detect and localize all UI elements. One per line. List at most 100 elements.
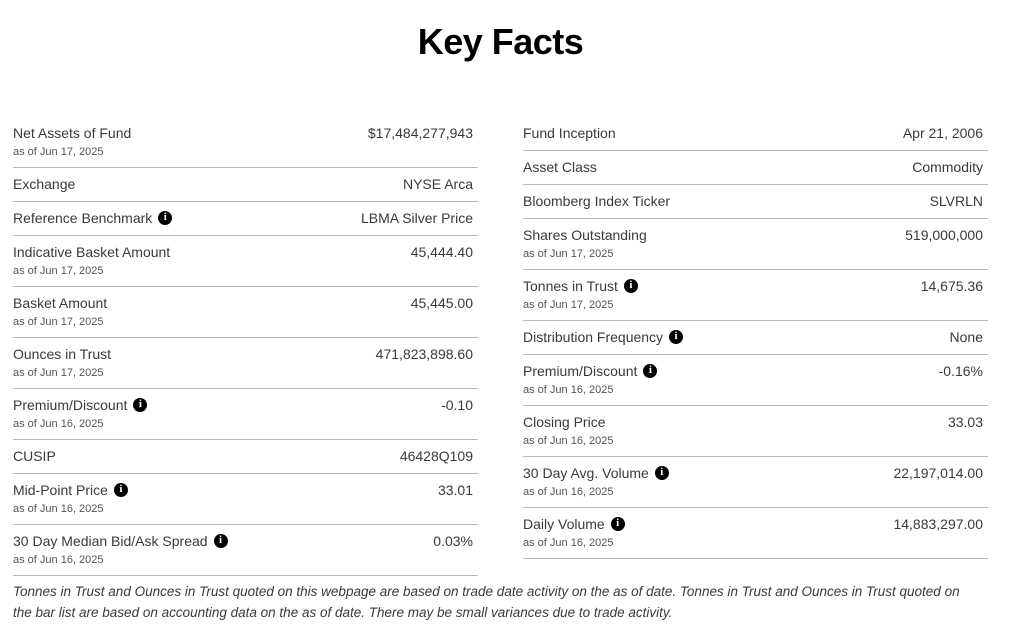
- fact-value: 0.03%: [433, 533, 473, 549]
- fact-label-text: Basket Amount: [13, 295, 108, 311]
- fact-label: Premium/Discount i: [523, 362, 658, 380]
- fact-as-of-date: as of Jun 17, 2025: [523, 248, 614, 260]
- fact-row: Mid-Point Price i as of Jun 16, 2025 33.…: [13, 474, 478, 525]
- fact-label-text: Asset Class: [523, 159, 597, 175]
- fact-label: CUSIP: [13, 447, 56, 465]
- fact-label-text: Tonnes in Trust: [523, 278, 618, 294]
- fact-label-text: Mid-Point Price: [13, 482, 108, 498]
- fact-label: Fund Inception: [523, 124, 616, 142]
- fact-row: 30 Day Avg. Volume i as of Jun 16, 2025 …: [523, 457, 988, 508]
- fact-main: Premium/Discount i as of Jun 16, 2025: [523, 362, 658, 397]
- fact-row: Daily Volume i as of Jun 16, 2025 14,883…: [523, 508, 988, 559]
- fact-row: Exchange NYSE Arca: [13, 168, 478, 202]
- info-icon[interactable]: i: [623, 279, 638, 293]
- fact-value: 33.01: [437, 482, 473, 498]
- fact-main: Asset Class: [523, 158, 597, 176]
- fact-as-of-date: as of Jun 16, 2025: [523, 537, 614, 549]
- info-icon[interactable]: i: [643, 364, 658, 378]
- fact-label: Net Assets of Fund: [13, 124, 131, 142]
- fact-main: CUSIP: [13, 447, 56, 465]
- fact-main: Tonnes in Trust i as of Jun 17, 2025: [523, 277, 638, 312]
- info-icon[interactable]: i: [213, 534, 228, 548]
- fact-as-of-date: as of Jun 16, 2025: [523, 435, 614, 447]
- fact-row: Basket Amount as of Jun 17, 2025 45,445.…: [13, 287, 478, 338]
- fact-label-text: Premium/Discount: [13, 397, 128, 413]
- fact-label: Shares Outstanding: [523, 226, 647, 244]
- fact-as-of-date: as of Jun 16, 2025: [523, 486, 614, 498]
- fact-main: Reference Benchmark i: [13, 209, 173, 227]
- fact-row: Ounces in Trust as of Jun 17, 2025 471,8…: [13, 338, 478, 389]
- fact-label: Daily Volume i: [523, 515, 625, 533]
- fact-label: Closing Price: [523, 413, 614, 431]
- fact-main: Basket Amount as of Jun 17, 2025: [13, 294, 107, 329]
- fact-label: Distribution Frequency i: [523, 328, 684, 346]
- info-icon[interactable]: i: [158, 211, 173, 225]
- fact-label: Asset Class: [523, 158, 597, 176]
- fact-label-text: Ounces in Trust: [13, 346, 112, 362]
- fact-as-of-date: as of Jun 16, 2025: [523, 384, 614, 396]
- info-icon[interactable]: i: [654, 466, 669, 480]
- fact-label-text: 30 Day Median Bid/Ask Spread: [13, 533, 208, 549]
- fact-label-text: Shares Outstanding: [523, 227, 647, 243]
- info-icon[interactable]: i: [669, 330, 684, 344]
- fact-main: Exchange: [13, 175, 75, 193]
- fact-row: Reference Benchmark i LBMA Silver Price: [13, 202, 478, 236]
- fact-label: Bloomberg Index Ticker: [523, 192, 670, 210]
- fact-row: Tonnes in Trust i as of Jun 17, 2025 14,…: [523, 270, 988, 321]
- fact-row: Premium/Discount i as of Jun 16, 2025 -0…: [13, 389, 478, 440]
- fact-value: 46428Q109: [399, 448, 473, 464]
- fact-label-text: Premium/Discount: [523, 363, 638, 379]
- fact-as-of-date: as of Jun 16, 2025: [13, 554, 104, 566]
- fact-main: Daily Volume i as of Jun 16, 2025: [523, 515, 625, 550]
- fact-label: Reference Benchmark i: [13, 209, 173, 227]
- fact-label: 30 Day Avg. Volume i: [523, 464, 669, 482]
- fact-label-text: Indicative Basket Amount: [13, 244, 171, 260]
- fact-as-of-date: as of Jun 16, 2025: [13, 503, 104, 515]
- fact-label-text: Distribution Frequency: [523, 329, 664, 345]
- facts-column-right: Fund Inception Apr 21, 2006 Asset Class …: [523, 117, 988, 559]
- info-icon[interactable]: i: [113, 483, 128, 497]
- fact-label-text: Bloomberg Index Ticker: [523, 193, 671, 209]
- fact-main: Shares Outstanding as of Jun 17, 2025: [523, 226, 647, 261]
- fact-label: Indicative Basket Amount: [13, 243, 170, 261]
- fact-row: Distribution Frequency i None: [523, 321, 988, 355]
- fact-row: Asset Class Commodity: [523, 151, 988, 185]
- facts-column-left: Net Assets of Fund as of Jun 17, 2025 $1…: [13, 117, 478, 576]
- fact-as-of-date: as of Jun 16, 2025: [13, 418, 104, 430]
- fact-label: Exchange: [13, 175, 75, 193]
- fact-label: Mid-Point Price i: [13, 481, 128, 499]
- fact-as-of-date: as of Jun 17, 2025: [13, 316, 104, 328]
- fact-row: Closing Price as of Jun 16, 2025 33.03: [523, 406, 988, 457]
- fact-row: Shares Outstanding as of Jun 17, 2025 51…: [523, 219, 988, 270]
- fact-label-text: CUSIP: [13, 448, 56, 464]
- fact-value: 45,444.40: [410, 244, 473, 260]
- fact-value: Commodity: [912, 159, 983, 175]
- facts-columns: Net Assets of Fund as of Jun 17, 2025 $1…: [13, 117, 988, 576]
- info-icon[interactable]: i: [133, 398, 148, 412]
- fact-row: Premium/Discount i as of Jun 16, 2025 -0…: [523, 355, 988, 406]
- fact-row: Net Assets of Fund as of Jun 17, 2025 $1…: [13, 117, 478, 168]
- fact-main: Net Assets of Fund as of Jun 17, 2025: [13, 124, 131, 159]
- fact-row: 30 Day Median Bid/Ask Spread i as of Jun…: [13, 525, 478, 576]
- fact-value: -0.10: [441, 397, 473, 413]
- fact-label-text: Net Assets of Fund: [13, 125, 132, 141]
- fact-value: 14,883,297.00: [893, 516, 983, 532]
- fact-label-text: Daily Volume: [523, 516, 605, 532]
- fact-label-text: 30 Day Avg. Volume: [523, 465, 649, 481]
- fact-label: Premium/Discount i: [13, 396, 148, 414]
- info-icon[interactable]: i: [610, 517, 625, 531]
- fact-value: 471,823,898.60: [375, 346, 473, 362]
- fact-row: Indicative Basket Amount as of Jun 17, 2…: [13, 236, 478, 287]
- fact-value: 14,675.36: [920, 278, 983, 294]
- fact-label-text: Exchange: [13, 176, 76, 192]
- fact-value: None: [949, 329, 983, 345]
- fact-value: LBMA Silver Price: [360, 210, 473, 226]
- fact-main: 30 Day Avg. Volume i as of Jun 16, 2025: [523, 464, 669, 499]
- fact-main: Fund Inception: [523, 124, 616, 142]
- fact-label: Basket Amount: [13, 294, 107, 312]
- fact-row: CUSIP 46428Q109: [13, 440, 478, 474]
- fact-label-text: Reference Benchmark: [13, 210, 153, 226]
- fact-value: 45,445.00: [410, 295, 473, 311]
- fact-value: SLVRLN: [929, 193, 983, 209]
- fact-label: 30 Day Median Bid/Ask Spread i: [13, 532, 228, 550]
